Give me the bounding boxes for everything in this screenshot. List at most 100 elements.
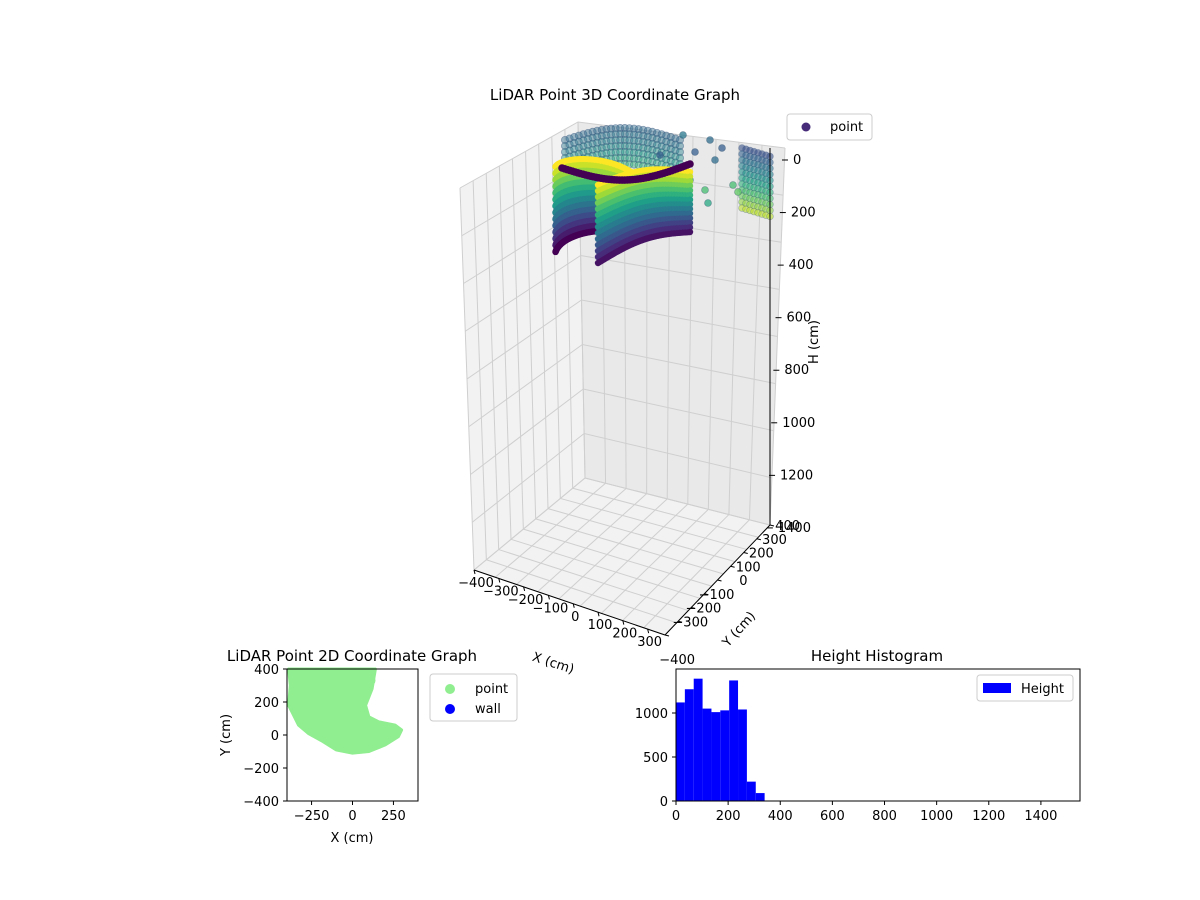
legend-3d-marker: [801, 122, 811, 132]
y-axis-label-2d: Y (cm): [219, 714, 234, 757]
x-tick-mark-3d: [622, 620, 625, 625]
x-tick-label-hist: 800: [872, 809, 897, 824]
x-tick-label-2d: 0: [348, 809, 356, 824]
x-tick-label-3d: −300: [483, 584, 519, 599]
x-tick-mark-3d: [547, 595, 550, 600]
histogram-bar: [720, 710, 730, 801]
point-3d-back: [616, 148, 625, 157]
x-axis-line: [473, 569, 666, 636]
histogram-bar: [676, 702, 685, 801]
point-3d-back: [653, 134, 662, 143]
x-tick-label-hist: 200: [716, 809, 741, 824]
histogram-bar: [684, 689, 694, 801]
grid-3d-floor-line-a: [622, 514, 730, 621]
grid-3d-vline-back: [769, 147, 786, 526]
y-tick-label-2d: 400: [254, 663, 279, 678]
x-tick-mark-3d: [473, 569, 476, 575]
point-3d-back: [648, 157, 657, 166]
legend-2d-label-wall: wall: [475, 702, 501, 717]
grid-3d-floor-line-b: [523, 528, 712, 587]
z-tick-label-3d: 600: [787, 311, 812, 326]
grid-3d-vline-left: [498, 165, 512, 540]
y-tick-label-hist: 500: [643, 751, 668, 766]
x-tick-label-2d: −250: [294, 809, 330, 824]
point-3d-back: [676, 141, 685, 150]
legend-3d-box: [786, 113, 873, 141]
point-3d-surface-front: [686, 187, 694, 194]
point-3d-outlier: [701, 186, 709, 194]
y-tick-label-3d: 0: [739, 574, 747, 589]
histogram-bar: [702, 708, 712, 801]
histogram-bar: [738, 709, 747, 801]
grid-3d-floor-line-a: [558, 498, 668, 600]
y-tick-label-2d: 200: [254, 696, 279, 711]
x-tick-mark-3d: [647, 628, 650, 634]
z-axis-label-3d: H (cm): [807, 320, 822, 364]
point-3d-back: [648, 139, 657, 148]
x-tick-label-hist: 1400: [1024, 809, 1057, 824]
grid-3d-vline-left: [525, 151, 537, 519]
grid-3d-floor-line-b: [486, 559, 677, 624]
point-3d-outlier: [718, 144, 726, 152]
y-tick-mark-3d: [769, 524, 775, 527]
point-3d-surface-front: [686, 168, 694, 176]
z-tick-label-3d: 200: [791, 206, 816, 221]
histogram-bar: [755, 793, 765, 801]
point-3d-back: [653, 128, 662, 137]
x-tick-mark-3d: [523, 586, 526, 592]
chart-histogram: Height Histogram 0 200 400 600 800 1000 1200 14…: [635, 647, 1081, 824]
x-tick-label-hist: 0: [672, 809, 680, 824]
grid-3d-vline-back: [707, 139, 717, 510]
point-3d-outlier: [729, 181, 737, 189]
point-3d-outlier: [679, 131, 687, 139]
legend-2d-marker-point: [445, 684, 455, 694]
point-3d-back: [616, 136, 625, 145]
y-tick-label-hist: 1000: [635, 707, 668, 722]
point-3d-back: [648, 151, 657, 160]
x-tick-label-3d: 200: [612, 627, 637, 642]
point-3d-back: [579, 142, 588, 151]
grid-3d-floor-line-a: [600, 508, 709, 614]
point-3d-back: [657, 130, 666, 139]
point-2d: [332, 670, 343, 681]
point-2d: [365, 675, 376, 686]
y-tick-label-2d: −200: [243, 762, 279, 777]
y-tick-label-3d: −100: [699, 588, 735, 603]
x-tick-label-hist: 400: [768, 809, 793, 824]
point-3d-surface-front: [686, 201, 694, 208]
point-3d-back: [648, 145, 657, 154]
point-3d-back: [579, 130, 588, 139]
grid-3d-floor-line-a: [494, 482, 606, 578]
chart-2d: LiDAR Point 2D Coordinate Graph −250 0 250…: [219, 647, 518, 846]
point-3d-surface-front: [686, 228, 694, 236]
z-tick-label-3d: 1400: [778, 521, 811, 536]
point-3d-surface-front: [686, 182, 694, 190]
point-3d-surface-front: [686, 173, 694, 180]
y-tick-mark-3d: [717, 579, 722, 582]
point-3d-back: [579, 136, 588, 145]
point-3d-surface-front: [686, 191, 694, 199]
histogram-frame: [675, 668, 1081, 802]
grid-3d-vline-back: [728, 142, 740, 515]
chart-3d: LiDAR Point 3D Coordinate Graph 02004006…: [458, 86, 873, 678]
grid-3d-floor-line-b: [535, 518, 724, 575]
grid-3d-floor-line-a: [516, 488, 627, 585]
chart-3d-title: LiDAR Point 3D Coordinate Graph: [490, 86, 740, 104]
x-axis-label-3d: X (cm): [530, 650, 576, 678]
y-tick-label-2d: 0: [271, 729, 279, 744]
histogram-title: Height Histogram: [811, 647, 943, 665]
point-3d-back: [676, 153, 685, 162]
point-3d-surface-front: [686, 219, 694, 226]
histogram-bars: [676, 678, 765, 801]
grid-3d-vline-left: [485, 173, 500, 550]
grid-3d-floor-line-b: [498, 549, 689, 612]
point-2d: [319, 672, 330, 683]
y-tick-label-2d: −400: [243, 795, 279, 810]
grid-3d-floor-line-a: [537, 493, 648, 593]
point-3d-back: [676, 147, 685, 156]
point-3d-outlier: [691, 148, 699, 156]
legend-2d-marker-wall: [445, 704, 455, 714]
point-3d-back: [662, 131, 671, 140]
x-tick-label-3d: −400: [458, 576, 494, 591]
